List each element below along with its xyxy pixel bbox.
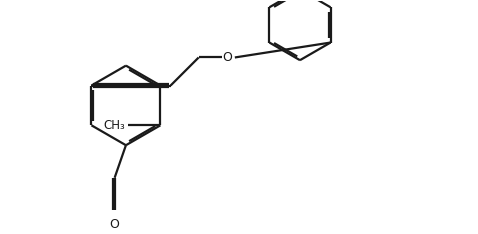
Text: CH₃: CH₃ bbox=[104, 119, 126, 132]
Text: O: O bbox=[222, 51, 232, 64]
Text: O: O bbox=[109, 218, 120, 230]
